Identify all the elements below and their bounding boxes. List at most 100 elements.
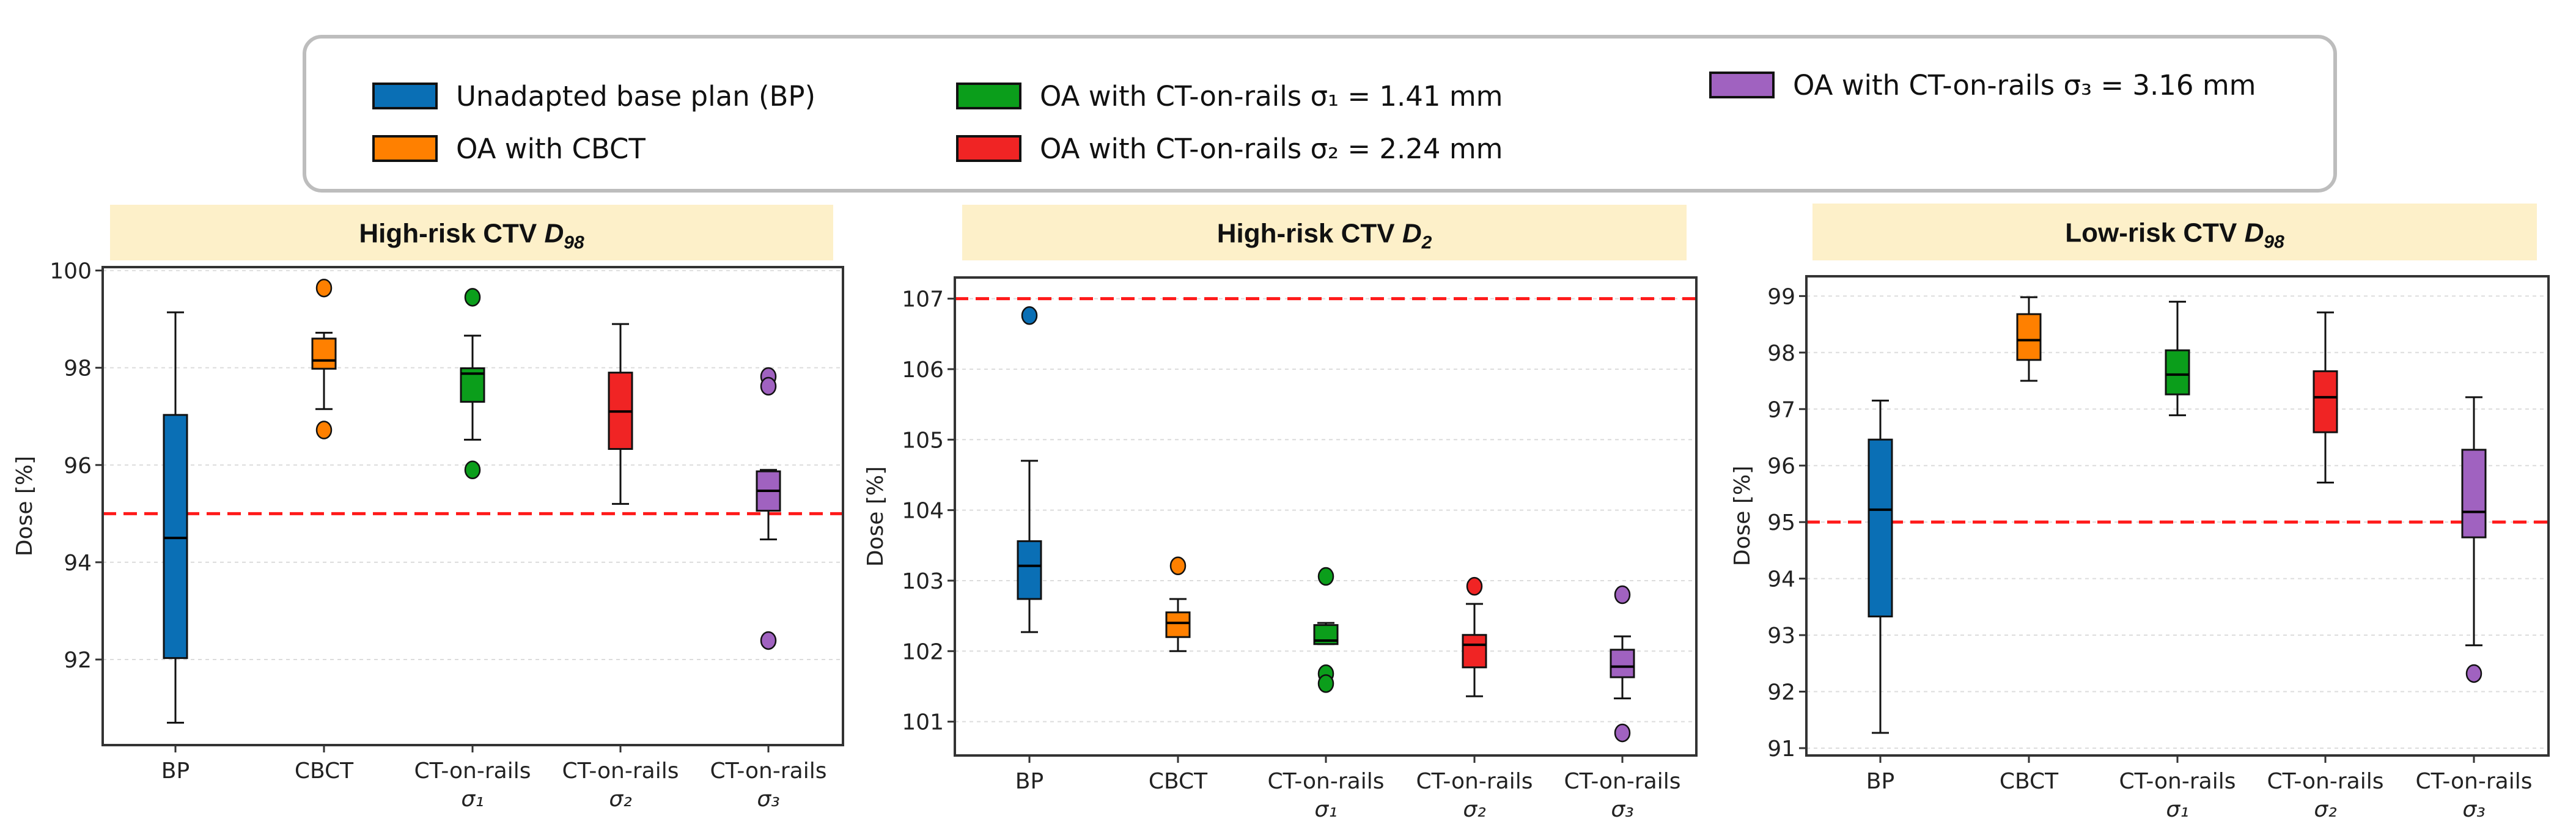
y-axis-label: Dose [%]	[12, 456, 37, 556]
y-tick-label: 97	[1767, 397, 1795, 422]
legend-item: OA with CT-on-rails σ₂ = 2.24 mm	[956, 133, 1503, 165]
box-3	[1462, 576, 1487, 697]
y-tick-label: 98	[1767, 341, 1795, 366]
legend-label: OA with CT-on-rails σ₃ = 3.16 mm	[1793, 69, 2256, 101]
y-tick-label: 94	[64, 551, 92, 576]
legend-label: OA with CT-on-rails σ₁ = 1.41 mm	[1040, 80, 1503, 112]
x-tick-label: CBCT	[1149, 769, 1208, 794]
outlier-point	[1021, 306, 1038, 325]
outlier-point	[315, 421, 333, 439]
outlier-point	[1614, 723, 1631, 743]
panel-title: High-risk CTV D2	[1217, 219, 1432, 253]
box-iqr	[1610, 649, 1635, 678]
title-subscript: 98	[2264, 232, 2284, 252]
box-2	[2165, 301, 2190, 416]
legend-label: OA with CT-on-rails σ₂ = 2.24 mm	[1040, 133, 1503, 165]
legend: Unadapted base plan (BP) OA with CBCT OA w…	[303, 35, 2337, 193]
title-variable: D	[2245, 218, 2264, 248]
title-banner	[962, 205, 1687, 260]
x-tick-label: CT-on-rails	[1564, 769, 1681, 794]
y-tick-label: 92	[64, 648, 92, 673]
y-tick-label: 95	[1767, 510, 1795, 535]
box-3	[2313, 311, 2338, 483]
x-tick-sublabel: σ₂	[1463, 797, 1485, 822]
title-subscript: 98	[564, 233, 584, 253]
legend-item: OA with CT-on-rails σ₃ = 3.16 mm	[1709, 69, 2256, 101]
box-iqr	[2461, 449, 2487, 538]
box-iqr	[1868, 438, 1893, 618]
title-variable: D	[1402, 219, 1422, 249]
box-2	[1313, 567, 1339, 693]
x-tick-sublabel: σ₃	[2462, 797, 2485, 822]
x-tick-label: CT-on-rails	[2119, 769, 2236, 794]
box-0	[163, 311, 188, 724]
panel-1: High-risk CTV D2 101 102 103 104 105 106 107 Dos…	[863, 205, 1698, 822]
x-tick-sublabel: σ₂	[2314, 797, 2336, 822]
title-banner	[110, 205, 833, 260]
y-tick-label: 93	[1767, 623, 1795, 649]
panel-title: High-risk CTV D98	[359, 219, 584, 253]
box-0	[1017, 306, 1042, 633]
box-iqr	[2016, 313, 2042, 361]
outlier-point	[2465, 664, 2482, 683]
box-2	[460, 288, 485, 479]
box-iqr	[311, 337, 337, 370]
title-prefix: High-risk CTV	[359, 219, 537, 249]
x-tick-sublabel: σ₃	[757, 787, 779, 812]
y-tick-label: 92	[1767, 680, 1795, 705]
box-iqr	[1462, 634, 1487, 669]
box-4	[1610, 585, 1635, 743]
box-1	[1165, 556, 1191, 652]
y-tick-label: 91	[1767, 737, 1795, 762]
outlier-point	[1169, 556, 1187, 575]
title-variable: D	[545, 219, 564, 249]
x-tick-label: CT-on-rails	[2267, 769, 2384, 794]
box-3	[608, 323, 633, 505]
box-4	[756, 367, 781, 650]
box-1	[311, 278, 337, 439]
x-tick-label: CT-on-rails	[414, 759, 531, 784]
legend-swatch	[1709, 72, 1775, 98]
box-0	[1868, 399, 1893, 734]
x-tick-label: CT-on-rails	[710, 759, 827, 784]
outlier-point	[1317, 567, 1334, 586]
y-tick-label: 103	[902, 569, 944, 594]
title-space	[1395, 219, 1402, 249]
x-tick-label: CT-on-rails	[1416, 769, 1533, 794]
y-tick-label: 96	[1767, 454, 1795, 479]
legend-swatch	[372, 83, 438, 109]
x-tick-sublabel: σ₃	[1611, 797, 1633, 822]
box-iqr	[2165, 349, 2190, 395]
title-prefix: High-risk CTV	[1217, 219, 1396, 249]
legend-item: OA with CBCT	[372, 133, 646, 165]
x-tick-sublabel: σ₁	[461, 787, 484, 812]
box-iqr	[1017, 540, 1042, 600]
y-tick-label: 98	[64, 356, 92, 381]
outlier-point	[464, 288, 481, 307]
x-tick-sublabel: σ₁	[2166, 797, 2188, 822]
panel-title: Low-risk CTV D98	[2065, 218, 2284, 252]
axes-frame	[101, 266, 844, 746]
x-tick-label: BP	[1866, 769, 1894, 794]
y-tick-label: 101	[902, 710, 944, 735]
legend-label: Unadapted base plan (BP)	[456, 80, 815, 112]
outlier-point	[315, 278, 333, 298]
x-tick-sublabel: σ₁	[1314, 797, 1337, 822]
y-tick-label: 100	[50, 259, 92, 284]
title-space	[2237, 218, 2244, 248]
x-tick-label: BP	[161, 759, 190, 784]
y-tick-label: 102	[902, 639, 944, 664]
x-tick-sublabel: σ₂	[609, 787, 631, 812]
x-tick-label: CT-on-rails	[562, 759, 679, 784]
legend-item: OA with CT-on-rails σ₁ = 1.41 mm	[956, 80, 1503, 112]
box-4	[2461, 396, 2487, 683]
axes-frame	[1805, 275, 2550, 757]
y-axis-label: Dose [%]	[863, 466, 888, 567]
title-space	[537, 219, 544, 249]
x-tick-label: CBCT	[295, 759, 354, 784]
outlier-point	[464, 460, 481, 479]
y-tick-label: 99	[1767, 284, 1795, 309]
